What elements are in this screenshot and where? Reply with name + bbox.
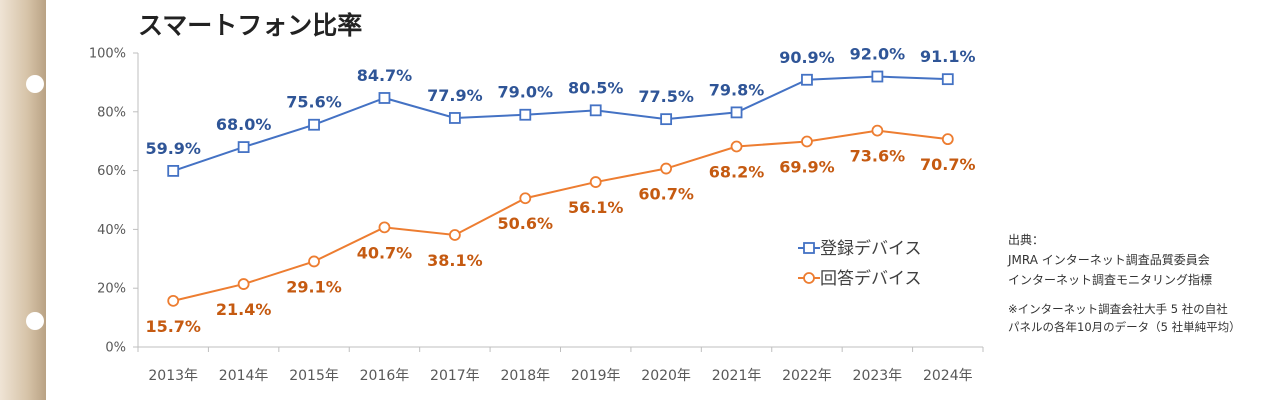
series-2-point xyxy=(448,229,461,241)
series-2-point xyxy=(237,278,250,290)
legend-marker-square xyxy=(803,242,815,254)
series-line-2 xyxy=(172,129,948,302)
series-1-point xyxy=(589,104,602,117)
x-tick-label: 2018年 xyxy=(500,368,550,384)
y-tick-label: 60% xyxy=(97,164,126,179)
data-label: 84.7% xyxy=(357,66,413,85)
source-heading: 出典： xyxy=(1008,233,1045,247)
data-label: 90.9% xyxy=(779,48,835,67)
data-label: 75.6% xyxy=(286,93,342,112)
series-1-point xyxy=(730,106,743,119)
y-tick-label: 20% xyxy=(97,282,126,297)
data-label: 77.5% xyxy=(638,87,694,106)
data-label: 40.7% xyxy=(357,243,413,262)
series-2-point xyxy=(589,176,602,188)
x-tick-label: 2023年 xyxy=(853,368,903,384)
x-tick-label: 2014年 xyxy=(219,368,269,384)
data-label: 79.0% xyxy=(498,83,554,102)
source-note-2: パネルの各年10月のデータ（5 社単純平均） xyxy=(1008,320,1241,334)
y-tick-label: 40% xyxy=(97,223,126,238)
x-tick-label: 2019年 xyxy=(571,368,621,384)
data-label: 50.6% xyxy=(498,214,554,233)
data-label: 56.1% xyxy=(568,198,624,217)
x-tick-label: 2021年 xyxy=(712,368,762,384)
y-tick-label: 0% xyxy=(105,341,126,356)
data-label: 60.7% xyxy=(638,185,694,204)
series-1-point xyxy=(167,164,180,177)
x-tick-label: 2020年 xyxy=(641,368,691,384)
data-label: 29.1% xyxy=(286,277,342,296)
data-label: 80.5% xyxy=(568,78,624,97)
x-tick-label: 2013年 xyxy=(148,368,198,384)
series-2-point xyxy=(308,255,320,268)
data-label: 68.2% xyxy=(709,162,765,181)
legend-label: 回答デバイス xyxy=(820,268,922,289)
y-tick-label: 100% xyxy=(89,47,126,62)
x-tick-label: 2015年 xyxy=(289,368,339,384)
data-label: 38.1% xyxy=(427,251,483,270)
source-line-1: JMRA インターネット調査品質委員会 xyxy=(1008,253,1210,267)
data-label: 92.0% xyxy=(850,45,906,64)
series-1-point xyxy=(941,73,954,86)
y-tick-label: 80% xyxy=(97,105,126,120)
x-tick-label: 2016年 xyxy=(360,368,410,384)
data-label: 91.1% xyxy=(920,47,976,66)
series-1-point xyxy=(237,141,250,153)
source-note-1: ※インターネット調査会社大手 5 社の自社 xyxy=(1008,302,1228,316)
chart-title: スマートフォン比率 xyxy=(138,11,363,40)
data-label: 59.9% xyxy=(145,139,201,158)
series-1-point xyxy=(308,118,320,131)
binder-hole xyxy=(26,312,44,330)
series-2-point xyxy=(871,124,884,137)
data-label: 21.4% xyxy=(216,300,272,319)
data-label: 68.0% xyxy=(216,115,272,134)
x-tick-label: 2022年 xyxy=(782,368,832,384)
series-2-point xyxy=(730,140,743,153)
legend-marker-circle xyxy=(803,272,815,284)
series-2-point xyxy=(167,294,180,307)
x-tick-label: 2024年 xyxy=(923,368,973,384)
series-2-point xyxy=(941,133,954,146)
data-label: 15.7% xyxy=(145,317,201,336)
series-1-point xyxy=(871,70,884,83)
series-2-point xyxy=(378,221,391,234)
series-2-point xyxy=(519,192,532,205)
series-1-point xyxy=(519,108,532,121)
source-block: 出典： JMRA インターネット調査品質委員会 インターネット調査モニタリング指… xyxy=(1008,230,1276,336)
source-line-2: インターネット調査モニタリング指標 xyxy=(1008,273,1213,287)
data-label: 70.7% xyxy=(920,155,976,174)
binder-hole xyxy=(26,75,44,93)
data-label: 69.9% xyxy=(779,157,835,176)
series-1-point xyxy=(660,113,673,126)
data-label: 77.9% xyxy=(427,86,483,105)
series-2-point xyxy=(660,162,673,175)
series-1-point xyxy=(448,112,461,124)
series-1-point xyxy=(801,73,813,86)
series-line-1 xyxy=(172,75,948,172)
data-label: 73.6% xyxy=(850,147,906,166)
x-tick-label: 2017年 xyxy=(430,368,480,384)
series-1-point xyxy=(378,92,391,104)
legend-label: 登録デバイス xyxy=(820,238,922,259)
data-label: 79.8% xyxy=(709,80,765,99)
series-2-point xyxy=(801,135,813,148)
binder-strip xyxy=(0,0,46,400)
